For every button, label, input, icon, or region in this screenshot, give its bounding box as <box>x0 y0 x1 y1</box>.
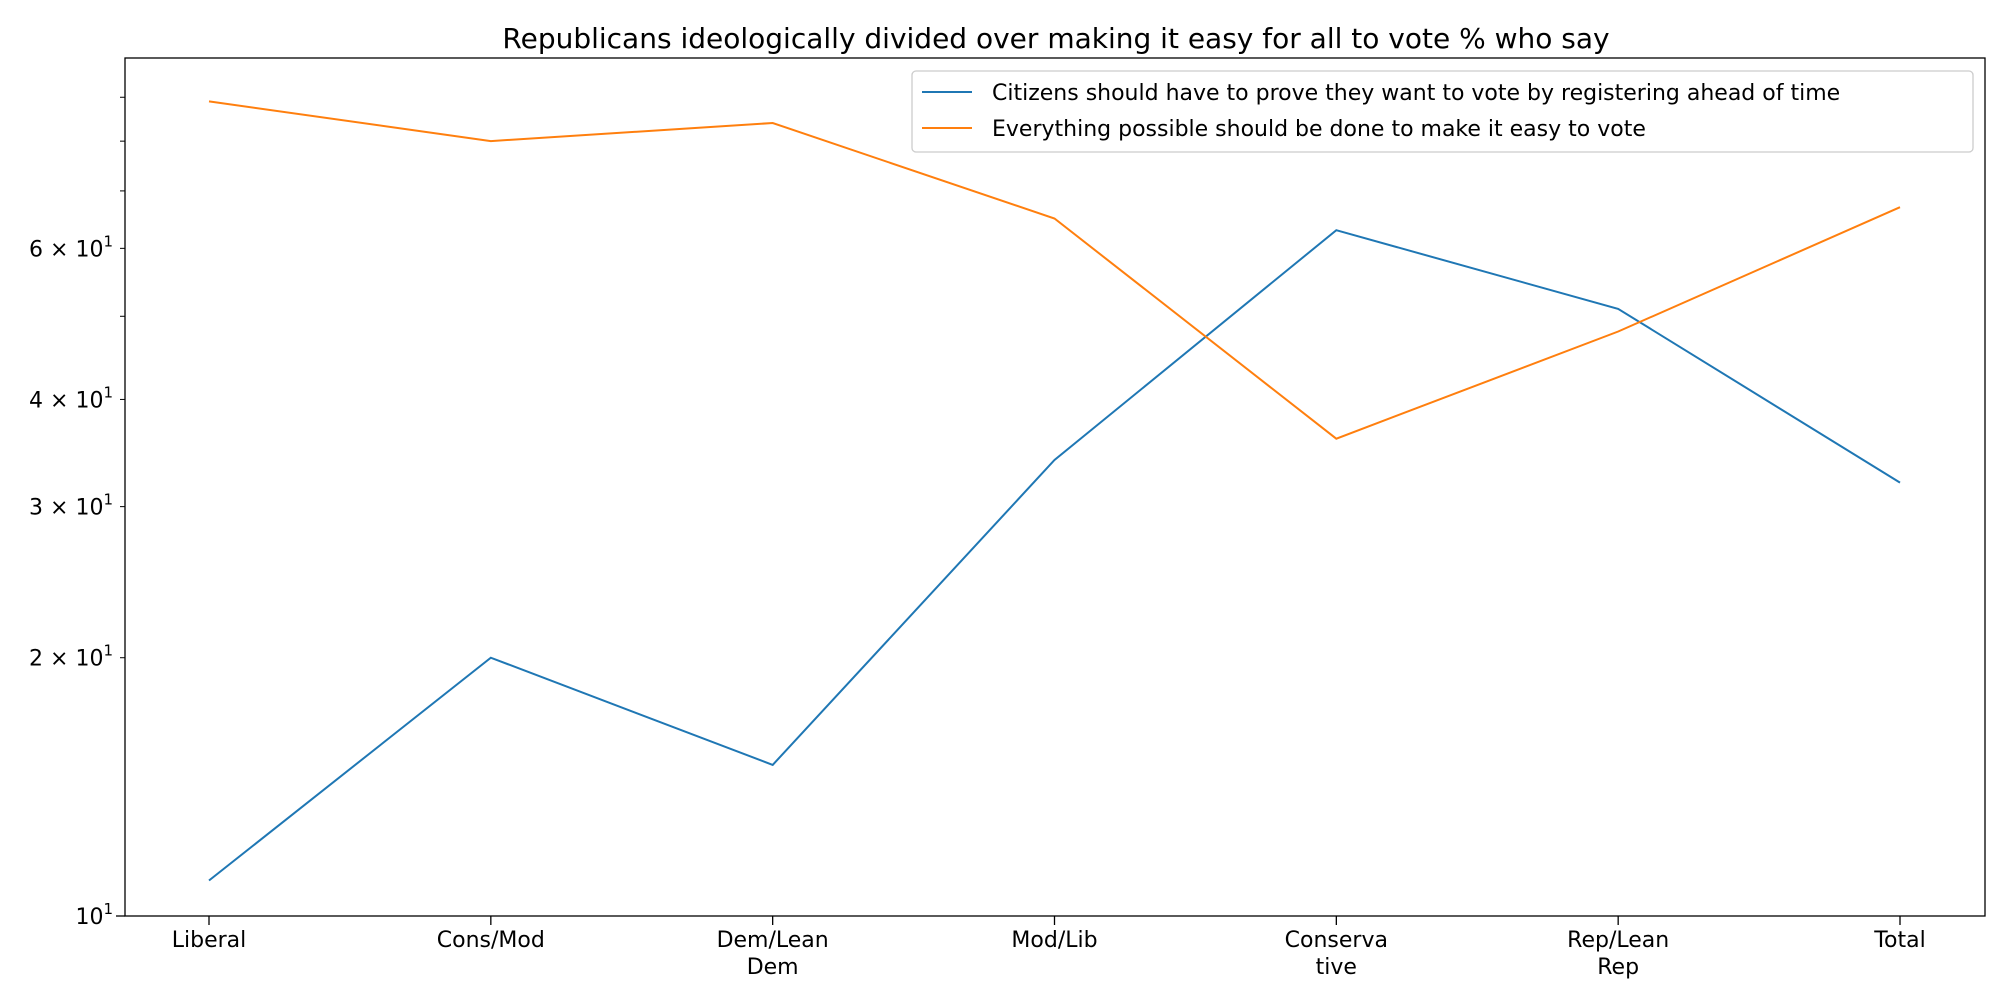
legend: Citizens should have to prove they want … <box>911 70 1974 153</box>
legend-label: Citizens should have to prove they want … <box>992 81 1840 106</box>
y-tick-label: 3 × 101 <box>29 491 113 521</box>
series-layer <box>208 100 1901 882</box>
x-tick-label: Total <box>1873 928 1925 953</box>
x-tick-label: Liberal <box>172 928 247 953</box>
y-tick-label: 4 × 101 <box>29 383 113 413</box>
x-axis: Liberal Cons/Mod Dem/Lean Dem Mod/Lib Conserv… <box>172 916 1926 980</box>
x-tick-label: Conserva tive <box>1285 928 1388 980</box>
y-tick-label: 101 <box>75 900 113 930</box>
x-tick-label: Cons/Mod <box>437 928 545 953</box>
plot-area <box>124 57 1986 917</box>
y-axis: 101 2 × 101 3 × 101 4 × 101 6 × 101 <box>29 96 125 930</box>
x-tick-label: Dem/Lean Dem <box>717 928 829 980</box>
x-tick-label: Mod/Lib <box>1011 928 1097 953</box>
chart-title: Republicans ideologically divided over m… <box>502 22 1609 55</box>
series-line-2 <box>208 100 1901 440</box>
legend-label: Everything possible should be done to ma… <box>992 117 1646 142</box>
legend-box <box>911 70 1974 153</box>
y-tick-label: 2 × 101 <box>29 642 113 672</box>
series-line-1 <box>208 229 1901 882</box>
x-tick-label: Rep/Lean Rep <box>1567 928 1669 980</box>
y-tick-label: 6 × 101 <box>29 232 113 262</box>
